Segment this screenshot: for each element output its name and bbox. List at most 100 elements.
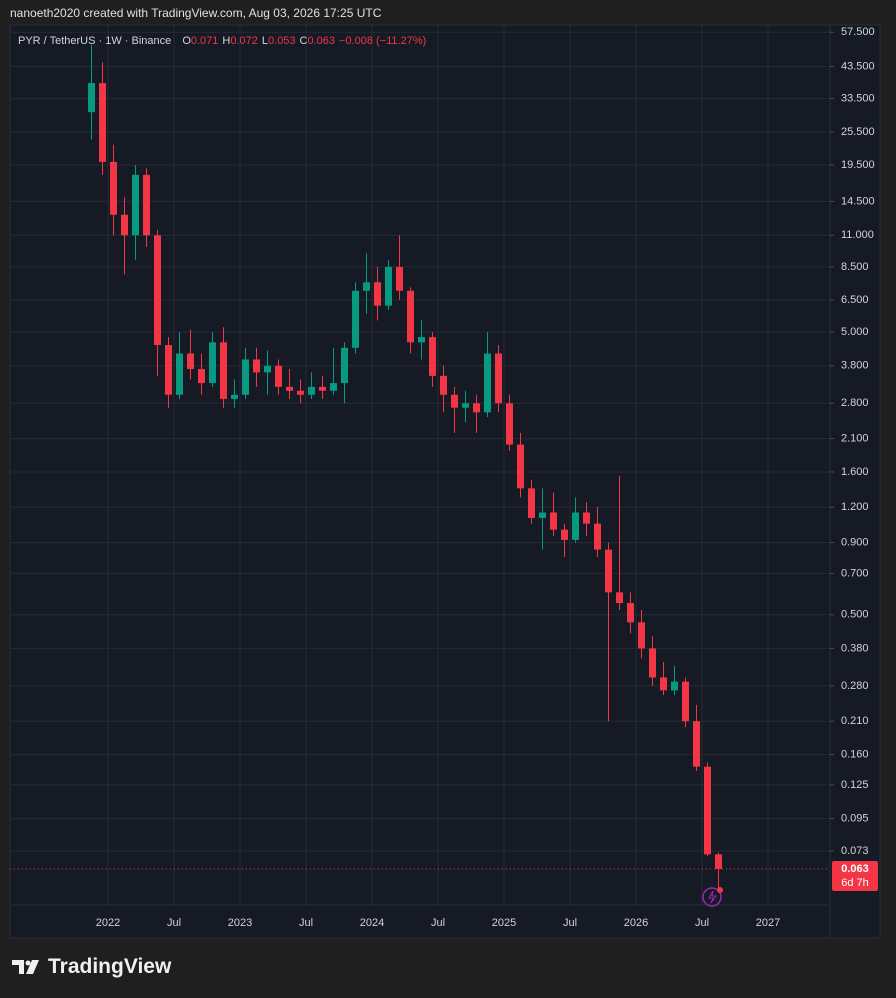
candle-body	[132, 174, 139, 236]
candle-body	[220, 342, 227, 399]
candle-body	[99, 83, 106, 162]
logo-icon	[12, 960, 39, 974]
candle-body	[539, 512, 546, 518]
candle-body	[462, 403, 469, 408]
y-tick-label: 0.210	[841, 715, 869, 727]
candle-body	[649, 648, 656, 678]
y-tick-label: 3.800	[841, 360, 869, 372]
candle-body	[517, 444, 524, 489]
x-tick-label: Jul	[563, 917, 577, 929]
candle-body	[187, 353, 194, 370]
event-icon[interactable]	[702, 887, 722, 907]
y-tick-label: 8.500	[841, 261, 869, 273]
candle-body	[165, 345, 172, 395]
candle-body	[704, 766, 711, 855]
candle-body	[176, 353, 183, 395]
candle-body	[605, 549, 612, 593]
symbol: PYR / TetherUS · 1W · Binance	[18, 35, 172, 47]
y-tick-label: 2.800	[841, 397, 869, 409]
y-tick-label: 0.095	[841, 813, 869, 825]
candle-body	[363, 282, 370, 291]
candle-body	[110, 161, 117, 215]
candle-body	[638, 622, 645, 649]
candle-body	[671, 681, 678, 691]
y-tick-label: 19.500	[841, 159, 875, 171]
ohlc-label: C	[299, 35, 308, 47]
ohlc-label: H	[222, 35, 231, 47]
y-tick-label: 33.500	[841, 92, 875, 104]
x-tick-label: 2026	[624, 917, 648, 929]
candle-body	[198, 369, 205, 384]
x-tick-label: Jul	[431, 917, 445, 929]
candle-body	[627, 603, 634, 623]
candle-body	[693, 721, 700, 767]
candle-body	[121, 214, 128, 236]
candle-body	[495, 353, 502, 404]
y-tick-label: 57.500	[841, 26, 875, 38]
event-bolt	[708, 890, 717, 904]
candle-body	[451, 394, 458, 408]
ohlc-label: L	[261, 35, 269, 47]
x-tick-label: Jul	[167, 917, 181, 929]
legend: PYR / TetherUS · 1W · Binance O0.071 H0.0…	[18, 35, 430, 47]
candle-body	[715, 854, 722, 870]
candle-body	[429, 337, 436, 376]
y-tick-label: 6.500	[841, 294, 869, 306]
y-tick-label: 5.000	[841, 326, 869, 338]
logo-text: TradingView	[48, 955, 172, 978]
y-tick-label: 1.600	[841, 466, 869, 478]
candle-body	[396, 266, 403, 291]
header: nanoeth2020 created with TradingView.com…	[10, 6, 382, 20]
candle-body	[253, 359, 260, 373]
y-tick-label: 0.380	[841, 642, 869, 654]
y-tick-label: 0.073	[841, 845, 869, 857]
ohlc-value: 0.053	[268, 35, 296, 47]
candle-body	[473, 403, 480, 413]
x-tick-label: 2025	[492, 917, 516, 929]
x-tick-label: 2027	[756, 917, 780, 929]
y-tick-label: 11.000	[841, 229, 874, 241]
candle-body	[286, 386, 293, 391]
price-tag-countdown: 6d 7h	[841, 877, 869, 889]
candle-body	[264, 365, 271, 373]
candle-body	[341, 347, 348, 384]
ohlc-value: 0.071	[190, 35, 219, 47]
candle-body	[297, 390, 304, 395]
x-tick-label: 2024	[360, 917, 384, 929]
candle-body	[583, 512, 590, 524]
candle-body	[440, 375, 447, 395]
candle-body	[330, 383, 337, 391]
candle-body	[308, 386, 315, 395]
candle-body	[407, 290, 414, 343]
y-tick-label: 0.500	[841, 609, 869, 621]
candle-body	[154, 235, 161, 346]
candle-body	[572, 512, 579, 540]
candle-body	[550, 512, 557, 530]
candle-body	[275, 365, 282, 387]
candle-body	[594, 523, 601, 550]
event-dot	[717, 887, 723, 893]
footer: TradingView	[12, 955, 171, 979]
change: −0.008 (−11.27%)	[339, 35, 427, 47]
candle-body	[385, 266, 392, 306]
y-tick-label: 2.100	[841, 432, 869, 444]
y-tick-label: 25.500	[841, 126, 875, 138]
candle-body	[616, 592, 623, 604]
y-tick-label: 0.280	[841, 680, 869, 692]
candle-body	[506, 403, 513, 445]
y-tick-label: 0.900	[841, 536, 869, 548]
candle-body	[484, 353, 491, 413]
x-tick-label: Jul	[695, 917, 709, 929]
candle-body	[209, 342, 216, 384]
y-tick-label: 1.200	[841, 501, 869, 513]
ohlc-value: 0.072	[230, 35, 258, 47]
candle-body	[682, 681, 689, 722]
y-tick-label: 14.500	[841, 195, 875, 207]
candle-body	[660, 677, 667, 691]
ohlc-value: 0.063	[307, 35, 336, 47]
y-tick-label: 0.160	[841, 749, 869, 761]
candle-body	[528, 488, 535, 518]
x-tick-label: Jul	[299, 917, 313, 929]
y-tick-label: 0.700	[841, 567, 869, 579]
